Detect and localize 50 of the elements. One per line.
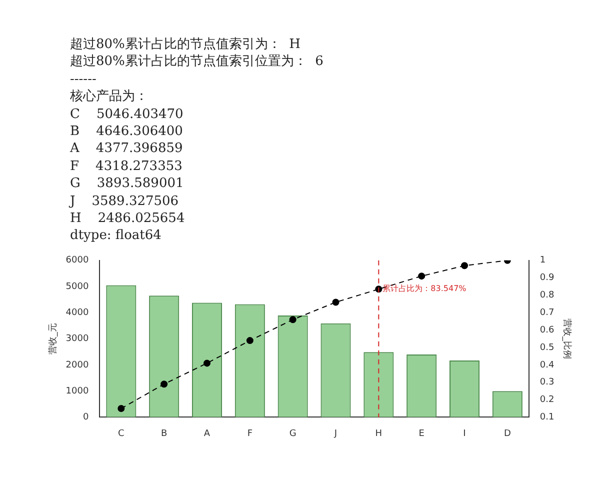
text: 超过80%累计占比的节点值索引位置为： 6: [70, 53, 324, 71]
point: [289, 316, 296, 324]
x-tick-label: E: [418, 428, 425, 439]
x-tick-label: F: [247, 428, 253, 439]
point: [332, 298, 340, 306]
x-tick-label: I: [463, 428, 466, 439]
y-tick-label: 0: [82, 412, 89, 423]
text: ------: [70, 70, 98, 88]
y-tick-label: 3000: [66, 334, 89, 344]
y-tick-label: 4000: [66, 308, 89, 318]
y-tick-label: 5000: [66, 282, 89, 292]
y2-tick-label: 0.1: [540, 412, 554, 423]
x-tick-label: H: [375, 428, 382, 439]
text: J 3589.327506: [70, 192, 180, 210]
annotation: 累计占比为：83.547%: [382, 284, 467, 294]
y2-tick-label: 0.7: [540, 308, 554, 318]
y2-tick-label: 0.3: [540, 378, 554, 388]
text: dtype: float64: [70, 227, 162, 245]
y2-tick-label: 0.9: [540, 273, 554, 284]
x-tick-label: J: [333, 428, 338, 439]
text: H 2486.025654: [70, 210, 186, 228]
y-tick-label: 1000: [66, 386, 89, 396]
text: B 4646.306400: [70, 123, 184, 140]
y-axis-title: 营收_元: [48, 323, 59, 355]
point: [118, 404, 125, 412]
x-tick-label: G: [289, 428, 296, 439]
point: [204, 360, 210, 367]
text: F 4318.273353: [70, 158, 184, 176]
text: G 3893.589001: [70, 175, 185, 193]
x-tick-label: A: [204, 428, 211, 439]
point: [160, 380, 168, 388]
x-tick-label: B: [160, 428, 168, 439]
y2-tick-label: 0.4: [540, 360, 554, 370]
y2-tick-label: 0.2: [540, 395, 554, 406]
text: 超过80%累计占比的节点值索引为： H: [70, 36, 302, 54]
y2-tick-label: 0.8: [540, 290, 554, 301]
text: 核心产品为：: [70, 88, 149, 106]
x-tick-label: D: [504, 428, 511, 439]
text: A 4377.396859: [70, 140, 184, 158]
y2-tick-label: 0.5: [540, 342, 554, 353]
point: [418, 272, 426, 280]
y2-tick-label: 1: [540, 256, 546, 266]
y2-axis-title: 营收_比例: [561, 318, 572, 360]
text: C 5046.403470: [70, 106, 184, 124]
x-tick-label: C: [118, 428, 124, 439]
y-tick-label: 6000: [66, 256, 89, 266]
y-tick-label: 2000: [66, 360, 89, 370]
point: [461, 262, 468, 270]
y2-tick-label: 0.6: [540, 325, 554, 336]
point: [246, 337, 254, 344]
